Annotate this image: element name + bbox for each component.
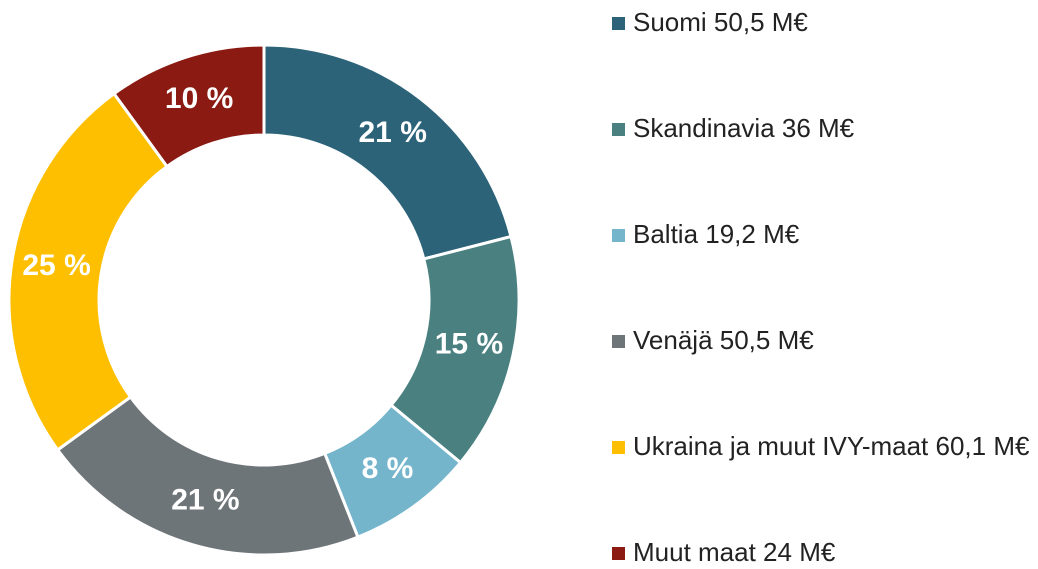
donut-slice: [55, 394, 360, 557]
slice-label: 21 %: [171, 484, 239, 517]
legend-label: Venäjä 50,5 M€: [633, 325, 814, 355]
chart: 21 % 15 % 8 % 21 % 25 % 10 %: [7, 43, 521, 557]
legend-item: Ukraina ja muut IVY-maat 60,1 M€: [612, 429, 1032, 463]
legend-item: Venäjä 50,5 M€: [612, 323, 1032, 357]
slice-label: 25 %: [22, 249, 90, 282]
legend-item: Muut maat 24 M€: [612, 535, 1032, 569]
legend-label: Ukraina ja muut IVY-maat 60,1 M€: [633, 431, 1030, 461]
donut-slice: [112, 43, 266, 169]
legend-label: Baltia 19,2 M€: [633, 219, 800, 249]
legend-label: Skandinavia 36 M€: [633, 113, 855, 143]
legend-label: Muut maat 24 M€: [633, 537, 836, 567]
legend-swatch: [612, 123, 625, 136]
legend-swatch: [612, 335, 625, 348]
donut-slice: [7, 91, 170, 452]
legend-item: Suomi 50,5 M€: [612, 5, 1032, 39]
legend-label: Suomi 50,5 M€: [633, 7, 808, 37]
legend-swatch: [612, 547, 625, 560]
donut-slice: [262, 43, 513, 261]
legend-item: Skandinavia 36 M€: [612, 111, 1032, 145]
slice-label: 10 %: [165, 82, 233, 115]
legend-swatch: [612, 441, 625, 454]
slice-label: 21 %: [359, 116, 427, 149]
legend-swatch: [612, 17, 625, 30]
legend-item: Baltia 19,2 M€: [612, 217, 1032, 251]
slice-label: 8 %: [362, 452, 414, 485]
slice-label: 15 %: [435, 328, 503, 361]
legend-swatch: [612, 229, 625, 242]
